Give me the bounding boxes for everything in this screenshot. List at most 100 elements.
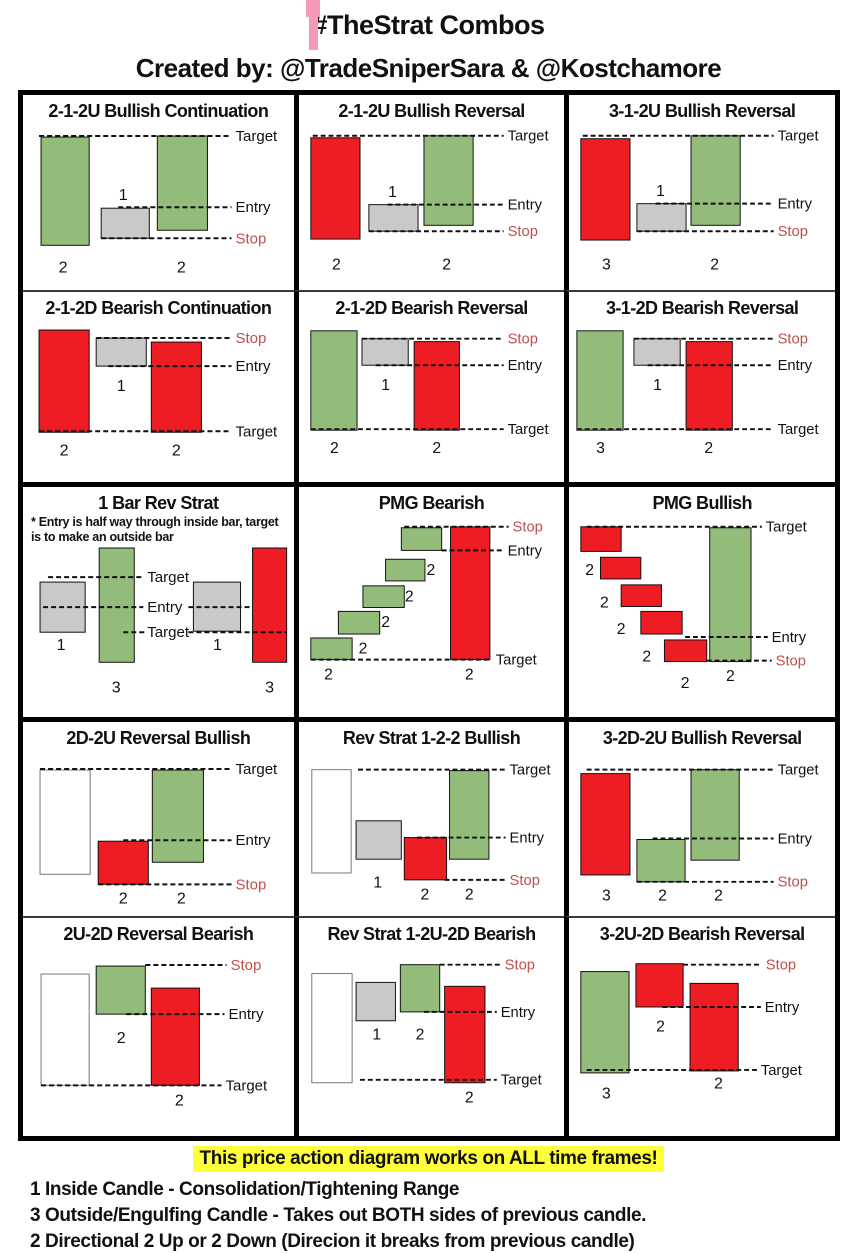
level-label-entry: Entry [507, 198, 542, 214]
bar-number: 2 [415, 1026, 424, 1043]
candle-bar-green [580, 971, 630, 1074]
candle-bar-red [252, 547, 288, 663]
pattern-diagram: Target Entry Stop 2 2 [39, 761, 279, 907]
candle-bar-green [309, 637, 353, 661]
candle-bar-gray [100, 207, 150, 239]
candle-bar-red [685, 341, 734, 431]
level-label-stop: Stop [778, 875, 808, 891]
pattern-panel: Rev Strat 1-2U-2D Bearish Stop Entry Target… [293, 916, 565, 1136]
panel-title: 2-1-2U Bullish Continuation [48, 101, 269, 121]
candle-bar-green [151, 769, 204, 863]
candle-bar-green [362, 585, 405, 608]
pattern-grid: 2-1-2U Bullish Continuation Target Entry St… [18, 90, 840, 1141]
candle-bar-green [309, 330, 358, 431]
bar-number: 2 [117, 1029, 126, 1047]
bar-number: 1 [381, 377, 390, 394]
candle-bar-red [449, 526, 491, 661]
candle-bar-green [423, 135, 474, 226]
pattern-panel: 1 Bar Rev Strat * Entry is half way throu… [23, 482, 294, 717]
pattern-diagram: Target Entry Stop 3 2 2 [580, 763, 819, 905]
level-label-stop: Stop [512, 520, 542, 536]
candle-bar-gray [355, 820, 402, 860]
bar-number: 2 [600, 594, 609, 611]
bar-number: 2 [705, 440, 714, 457]
bar-number: 2 [420, 887, 429, 904]
level-label-entry: Entry [236, 358, 272, 375]
bar-number: 2 [586, 562, 595, 579]
pattern-panel: 2U-2D Reversal Bearish Stop Entry Target 2 2 [23, 916, 294, 1136]
level-label-target: Target [766, 520, 807, 536]
bar-number: 2 [332, 257, 341, 274]
level-label-stop: Stop [766, 958, 796, 974]
bar-number: 2 [711, 257, 720, 274]
bar-number: 2 [358, 641, 367, 658]
pattern-diagram: Stop Entry Target 1 2 2 [38, 329, 279, 459]
bar-number: 1 [372, 1026, 381, 1043]
level-label-stop: Stop [507, 332, 537, 348]
level-label-target: Target [778, 763, 819, 779]
pattern-diagram: Target Entry Target 1 3 1 3 [39, 547, 288, 696]
bar-number: 2 [175, 1091, 184, 1109]
level-label-target: Target [236, 423, 279, 440]
bar-number: 2 [172, 441, 181, 459]
pattern-panel: 3-2U-2D Bearish Reversal Stop Entry Target 2… [564, 916, 835, 1136]
candle-bar-gray [368, 204, 419, 232]
footer-highlight: This price action diagram works on ALL t… [192, 1146, 665, 1172]
level-label-target: Target [509, 763, 550, 779]
level-label-entry: Entry [236, 199, 272, 216]
bar-number: 2 [617, 621, 626, 638]
candle-bar-red [580, 773, 631, 876]
level-label-entry: Entry [507, 358, 542, 374]
bar-number: 1 [213, 636, 222, 654]
candle-bar-green [576, 330, 624, 431]
candle-bar-red [580, 138, 631, 241]
bar-number: 2 [442, 257, 451, 274]
level-label-target: Target [778, 422, 819, 438]
candle-bar-green [384, 558, 426, 582]
bar-number: 2 [177, 889, 186, 907]
candle-bar-green [40, 136, 90, 246]
pink-accent-mark [306, 0, 320, 17]
panel-title: 1 Bar Rev Strat [98, 493, 219, 513]
level-label-target: Target [236, 128, 279, 145]
pattern-panel: PMG Bullish Target Entry Stop 2 2 2 2 2 2 [564, 482, 835, 717]
level-label-stop: Stop [230, 957, 261, 974]
page-subtitle: Created by: @TradeSniperSara & @Kostcham… [135, 53, 722, 83]
pattern-panel: 3-2D-2U Bullish Reversal Target Entry Stop 3… [564, 717, 835, 916]
level-label-stop: Stop [236, 230, 267, 247]
pattern-diagram: Stop Entry Target 1 2 2 [310, 958, 541, 1106]
candle-bar-green [709, 527, 752, 663]
candle-bar-green [156, 135, 208, 231]
bar-number: 2 [59, 258, 68, 276]
pattern-panel: 2-1-2U Bullish Continuation Target Entry St… [23, 95, 294, 290]
bar-number: 2 [464, 666, 473, 683]
bar-number: 3 [265, 678, 274, 696]
bar-number: 2 [60, 441, 69, 459]
pink-accent-stem [309, 15, 318, 50]
bar-number: 1 [57, 636, 66, 654]
level-label-target: Target [236, 761, 279, 778]
panel-title: 2D-2U Reversal Bullish [66, 728, 251, 748]
candle-bar-green [448, 770, 490, 860]
bar-number: 3 [112, 678, 121, 696]
level-label-target: Target [507, 422, 548, 438]
level-label-entry: Entry [500, 1005, 535, 1021]
panel-title: 3-2U-2D Bearish Reversal [599, 924, 805, 944]
bar-number: 2 [714, 888, 723, 905]
level-label-target: Target [761, 1063, 802, 1079]
pattern-diagram: Stop Entry Target 1 2 2 [309, 330, 548, 457]
candle-bar-green [337, 610, 380, 635]
page-footer: This price action diagram works on ALL t… [0, 1146, 857, 1253]
bar-number: 2 [658, 888, 667, 905]
level-label-entry: Entry [236, 832, 272, 849]
bar-number: 2 [726, 668, 735, 685]
candle-bar-gray [95, 337, 147, 367]
pattern-panel: 3-1-2D Bearish Reversal Stop Entry Target 1 3… [564, 290, 835, 482]
candle-bar-gray [633, 338, 682, 366]
page-title: #TheStrat Combos [312, 10, 545, 40]
candle-bar-red [38, 329, 90, 433]
candle-bar-gray [636, 203, 687, 232]
level-label-entry: Entry [228, 1006, 264, 1023]
panel-title: Rev Strat 1-2U-2D Bearish [327, 924, 536, 944]
